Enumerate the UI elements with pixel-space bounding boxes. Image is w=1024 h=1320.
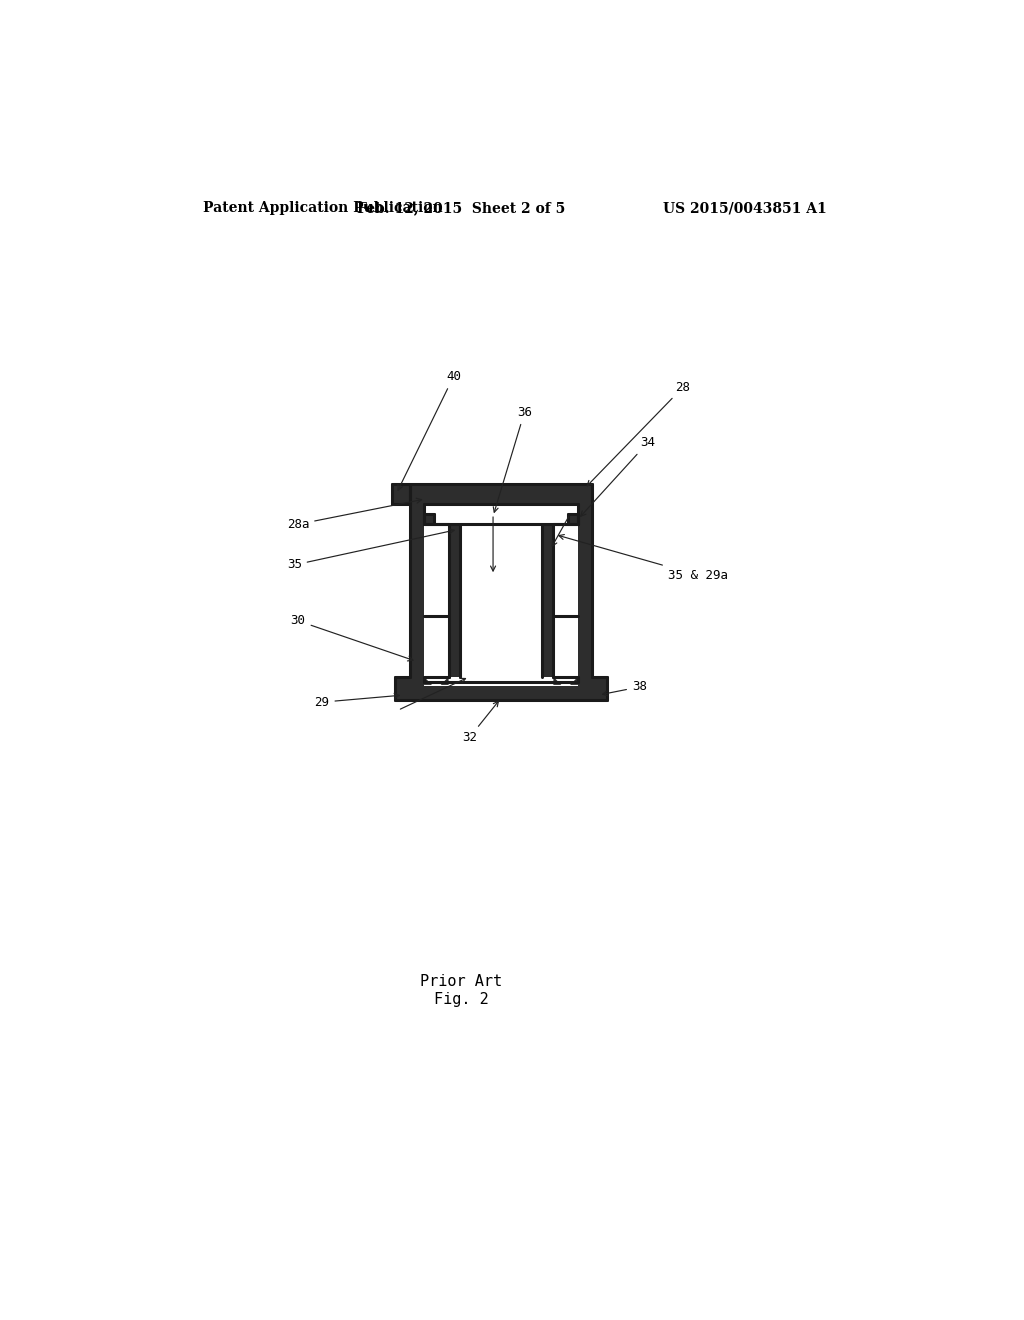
- Bar: [592, 677, 606, 700]
- Bar: [410, 615, 424, 677]
- Polygon shape: [570, 677, 578, 685]
- Bar: [543, 615, 553, 677]
- Text: Fig. 2: Fig. 2: [434, 991, 488, 1007]
- Text: Feb. 12, 2015  Sheet 2 of 5: Feb. 12, 2015 Sheet 2 of 5: [357, 201, 565, 215]
- Text: Patent Application Publication: Patent Application Publication: [204, 201, 443, 215]
- Polygon shape: [578, 504, 592, 524]
- Text: 29: 29: [314, 693, 399, 709]
- Text: 28a: 28a: [287, 498, 422, 531]
- Polygon shape: [424, 677, 432, 685]
- Bar: [395, 685, 606, 700]
- Bar: [578, 524, 592, 616]
- Polygon shape: [592, 677, 606, 700]
- Bar: [424, 677, 578, 682]
- Bar: [410, 524, 424, 616]
- Bar: [460, 615, 543, 669]
- Text: 34: 34: [581, 437, 655, 516]
- Bar: [543, 524, 553, 616]
- Text: 38: 38: [603, 680, 647, 696]
- Text: 36: 36: [494, 407, 531, 512]
- Bar: [410, 515, 433, 524]
- Bar: [568, 515, 592, 524]
- Polygon shape: [553, 677, 561, 685]
- Text: 32: 32: [462, 701, 499, 744]
- Text: 30: 30: [291, 614, 413, 661]
- Bar: [449, 615, 460, 677]
- Bar: [424, 524, 449, 616]
- Bar: [424, 504, 578, 524]
- Polygon shape: [440, 677, 449, 685]
- Bar: [410, 483, 592, 524]
- Text: 40: 40: [398, 371, 461, 490]
- Bar: [553, 615, 578, 677]
- Polygon shape: [392, 483, 410, 504]
- Bar: [553, 524, 578, 616]
- Bar: [578, 615, 592, 677]
- Bar: [449, 524, 460, 616]
- Polygon shape: [395, 677, 410, 700]
- Text: 35 & 29a: 35 & 29a: [559, 535, 728, 582]
- Bar: [395, 677, 410, 700]
- Bar: [395, 677, 606, 700]
- Bar: [424, 677, 578, 685]
- Text: Prior Art: Prior Art: [420, 974, 503, 989]
- Bar: [424, 615, 449, 677]
- Bar: [460, 524, 543, 616]
- Text: 28: 28: [587, 380, 690, 486]
- Text: US 2015/0043851 A1: US 2015/0043851 A1: [663, 201, 826, 215]
- Text: 35: 35: [287, 529, 454, 572]
